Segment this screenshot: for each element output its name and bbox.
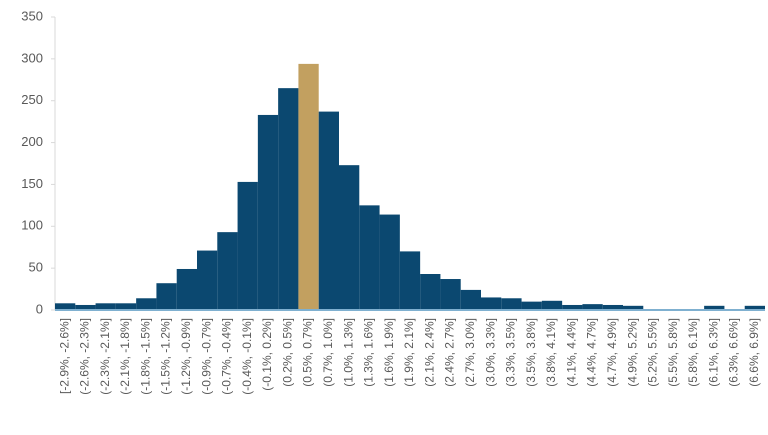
bar [197, 250, 218, 310]
x-tick-label: (4.7%, 4.9%] [605, 318, 619, 387]
y-tick-label: 350 [21, 8, 43, 23]
x-tick-label: (1.6%, 1.9%] [382, 318, 396, 387]
bar [582, 304, 603, 310]
x-tick-label: (1.0%, 1.3%] [341, 318, 355, 387]
bar [156, 283, 177, 310]
bar [379, 214, 400, 310]
bar [278, 88, 299, 311]
x-tick-label: (0.7%, 1.0%] [321, 318, 335, 387]
bar [257, 114, 279, 311]
bar [339, 165, 360, 310]
bar [318, 111, 339, 311]
bar [541, 300, 563, 310]
x-tick-label: (4.1%, 4.4%] [564, 318, 578, 387]
x-tick-label: (1.3%, 1.6%] [362, 318, 376, 387]
y-tick-label: 0 [36, 301, 43, 316]
bar [75, 304, 96, 310]
x-tick-label: (4.9%, 5.2%] [625, 318, 639, 387]
x-tick-label: [-2.9%, -2.6%] [57, 318, 71, 394]
bar [176, 268, 197, 310]
x-tick-label: (2.1%, 2.4%] [422, 318, 436, 387]
y-tick-label: 250 [21, 92, 43, 107]
x-tick-label: (-2.1%, -1.8%] [118, 318, 132, 395]
bar [623, 305, 644, 310]
bar [55, 303, 76, 310]
bar [460, 289, 481, 310]
x-tick-label: (-1.2%, -0.9%] [179, 318, 193, 395]
x-tick-label: (-0.4%, -0.1%] [240, 318, 254, 395]
y-tick-label: 50 [29, 260, 43, 275]
bar [521, 301, 542, 310]
y-tick-label: 300 [21, 50, 43, 65]
bar [501, 298, 522, 310]
bar [704, 305, 725, 310]
y-tick-label: 200 [21, 134, 43, 149]
bar [440, 279, 461, 310]
bar [217, 232, 238, 310]
y-tick-label: 100 [21, 218, 43, 233]
x-tick-label: (6.3%, 6.6%] [727, 318, 741, 387]
bar [744, 305, 765, 310]
x-tick-label: (5.8%, 6.1%] [686, 318, 700, 387]
x-tick-label: (0.2%, 0.5%] [280, 318, 294, 387]
bar [359, 205, 380, 310]
x-tick-label: (-2.3%, -2.1%] [98, 318, 112, 395]
x-tick-label: (4.4%, 4.7%] [585, 318, 599, 387]
y-tick-label: 150 [21, 176, 43, 191]
bar [237, 181, 258, 310]
bar [420, 274, 441, 310]
x-tick-label: (5.5%, 5.8%] [666, 318, 680, 387]
x-tick-label: (3.3%, 3.5%] [504, 318, 518, 387]
x-tick-label: (3.5%, 3.8%] [524, 318, 538, 387]
x-tick-label: (-1.5%, -1.2%] [159, 318, 173, 395]
bar [136, 298, 157, 310]
x-tick-label: (-0.7%, -0.4%] [220, 318, 234, 395]
x-tick-label: (-1.8%, -1.5%] [138, 318, 152, 395]
x-tick-label: (5.2%, 5.5%] [646, 318, 660, 387]
x-tick-label: (3.8%, 4.1%] [544, 318, 558, 387]
bar [602, 304, 623, 310]
x-tick-label: (2.7%, 3.0%] [463, 318, 477, 387]
x-tick-label: (6.6%, 6.9%] [747, 318, 761, 387]
bar [399, 251, 421, 310]
x-tick-label: (3.0%, 3.3%] [483, 318, 497, 387]
x-tick-label: (2.4%, 2.7%] [443, 318, 457, 387]
x-tick-label: (-2.6%, -2.3%] [78, 318, 92, 395]
bar [95, 303, 116, 310]
x-tick-label: (0.5%, 0.7%] [301, 318, 315, 387]
x-tick-label: (6.1%, 6.3%] [706, 318, 720, 387]
bar [298, 63, 319, 310]
bar [115, 303, 137, 310]
x-tick-label: (-0.9%, -0.7%] [199, 318, 213, 395]
x-tick-label: (-0.1%, 0.2%] [260, 318, 274, 391]
x-tick-label: (1.9%, 2.1%] [402, 318, 416, 387]
bar [481, 297, 502, 310]
bar [562, 304, 583, 310]
